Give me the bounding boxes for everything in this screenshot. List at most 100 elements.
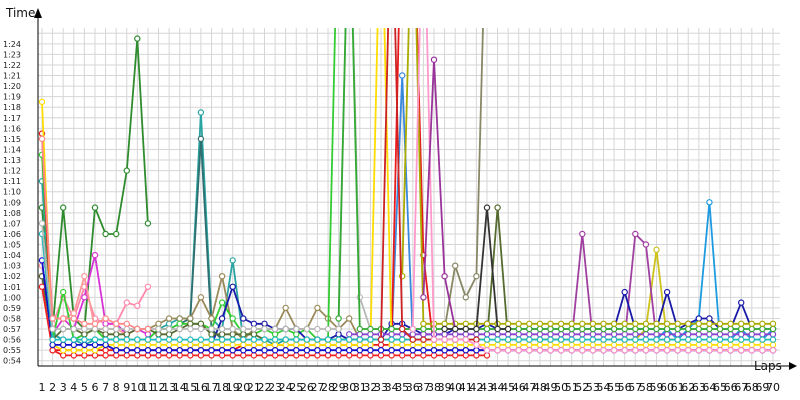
data-point [748, 320, 756, 327]
data-point [208, 347, 215, 354]
data-point [526, 336, 533, 343]
data-point [81, 294, 88, 301]
data-point [70, 325, 78, 333]
data-point [282, 341, 289, 349]
data-point [483, 325, 491, 333]
data-point [356, 336, 363, 343]
data-point [716, 331, 724, 338]
data-point [187, 325, 194, 333]
data-point [346, 352, 353, 359]
data-point [769, 331, 777, 338]
y-tick-label: 1:22 [3, 61, 21, 70]
y-axis-title: Time [5, 6, 35, 20]
x-tick-label: 7 [102, 381, 109, 394]
y-tick-label: 1:18 [3, 103, 21, 112]
x-tick-label: 46 [512, 381, 526, 394]
x-tick-label: 65 [713, 381, 727, 394]
series-20 [346, 331, 777, 338]
data-point [91, 341, 99, 349]
data-point [261, 336, 268, 343]
data-point [377, 336, 385, 343]
data-point [621, 341, 628, 349]
data-point [293, 347, 300, 354]
data-point [155, 320, 162, 327]
data-point [261, 320, 268, 327]
data-point [483, 336, 491, 343]
data-point [409, 341, 416, 349]
data-point [473, 352, 480, 359]
data-point [367, 325, 374, 333]
data-point [91, 336, 99, 343]
x-tick-label: 61 [671, 381, 685, 394]
data-point [494, 331, 501, 338]
data-point [420, 331, 427, 338]
data-point [208, 352, 215, 359]
data-point [388, 336, 395, 343]
data-point [271, 341, 279, 349]
data-point [144, 336, 152, 343]
data-point [473, 336, 480, 343]
data-point [653, 331, 660, 338]
data-point [112, 320, 120, 327]
y-tick-label: 1:16 [3, 124, 21, 133]
data-point [303, 352, 311, 359]
data-point [187, 347, 194, 354]
data-point [282, 304, 289, 312]
data-point [388, 341, 395, 349]
data-point [240, 352, 247, 359]
data-point [632, 331, 639, 338]
data-point [504, 341, 512, 349]
data-point [653, 246, 660, 253]
data-point [632, 336, 639, 343]
data-point [176, 347, 183, 354]
data-point [38, 220, 46, 227]
data-point [706, 199, 713, 206]
data-point [112, 347, 120, 354]
data-point [240, 315, 247, 322]
data-point [557, 325, 565, 333]
data-point [70, 310, 78, 317]
data-point [409, 347, 416, 354]
series-group [38, 28, 777, 359]
data-point [38, 135, 46, 143]
data-point [102, 230, 109, 238]
data-point [123, 331, 131, 338]
data-point [38, 98, 46, 106]
data-point [346, 315, 353, 322]
data-point [144, 331, 152, 338]
data-point [579, 331, 586, 338]
data-point [155, 336, 162, 343]
data-point [112, 331, 120, 338]
data-point [473, 325, 480, 333]
data-point [452, 336, 459, 343]
y-tick-label: 1:01 [3, 283, 21, 292]
x-tick-label: 49 [544, 381, 558, 394]
data-point [49, 315, 56, 322]
data-point [748, 331, 756, 338]
data-point [769, 347, 777, 354]
data-point [568, 320, 575, 327]
data-point [610, 320, 618, 327]
data-point [685, 336, 692, 343]
data-point [610, 347, 618, 354]
data-point [738, 347, 745, 354]
data-point [515, 347, 522, 354]
data-point [155, 352, 162, 359]
data-point [494, 347, 501, 354]
y-tick-label: 0:57 [3, 325, 21, 334]
data-point [218, 341, 226, 349]
data-point [653, 336, 660, 343]
x-tick-label: 21 [247, 381, 261, 394]
data-point [399, 347, 406, 354]
data-point [526, 331, 533, 338]
data-point [600, 341, 607, 349]
x-tick-label: 14 [173, 381, 187, 394]
x-tick-label: 16 [194, 381, 208, 394]
data-point [367, 331, 374, 338]
data-point [462, 352, 469, 359]
data-point [303, 336, 311, 343]
x-tick-label: 64 [702, 381, 716, 394]
data-point [557, 347, 565, 354]
data-point [462, 341, 469, 349]
x-tick-label: 12 [152, 381, 166, 394]
